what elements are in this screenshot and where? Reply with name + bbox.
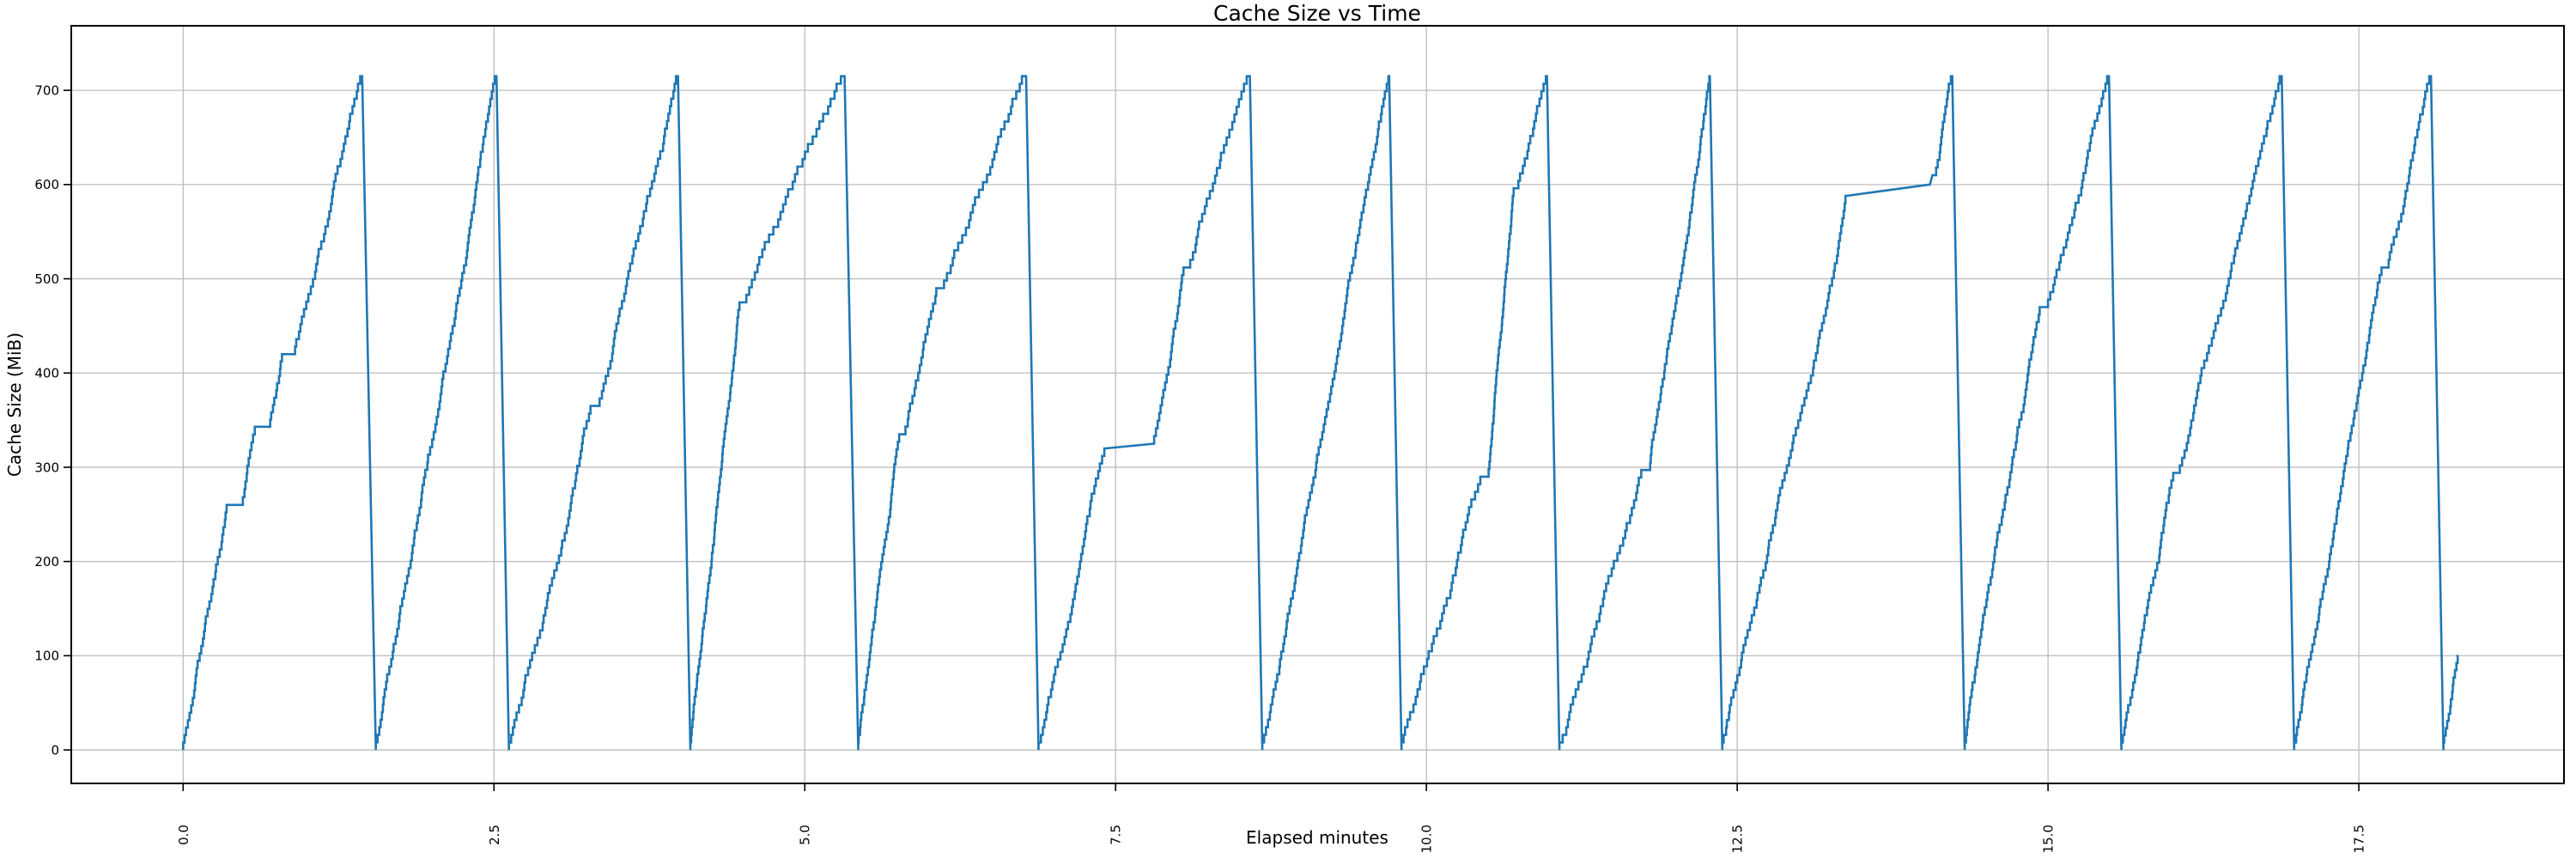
y-tick-label: 600 bbox=[34, 177, 59, 192]
x-tick-label: 7.5 bbox=[1109, 825, 1124, 845]
y-tick-label: 700 bbox=[34, 82, 59, 98]
x-tick-label: 12.5 bbox=[1730, 825, 1746, 853]
plot-background bbox=[71, 26, 2564, 783]
x-tick-label: 5.0 bbox=[798, 825, 813, 845]
y-axis-label: Cache Size (MiB) bbox=[4, 332, 25, 477]
y-tick-labels: 0 100 200 300 400 500 600 700 bbox=[34, 82, 59, 758]
x-tick-label: 0.0 bbox=[176, 825, 191, 845]
x-tick-label: 10.0 bbox=[1419, 825, 1435, 853]
series-group bbox=[182, 75, 2459, 751]
plot-border bbox=[70, 25, 2565, 784]
x-axis-label: Elapsed minutes bbox=[1246, 827, 1388, 848]
y-tick-label: 200 bbox=[34, 554, 59, 570]
x-tick-label: 15.0 bbox=[2041, 825, 2057, 853]
axis-tick-marks bbox=[64, 89, 2360, 791]
y-tick-label: 100 bbox=[34, 649, 59, 664]
y-tick-label: 300 bbox=[34, 460, 59, 475]
y-tick-label: 400 bbox=[34, 366, 59, 381]
cache-size-line bbox=[182, 75, 2459, 751]
x-tick-label: 17.5 bbox=[2352, 825, 2367, 853]
x-tick-labels: 0.0 2.5 5.0 7.5 10.0 12.5 15.0 17.5 bbox=[176, 825, 2367, 853]
x-tick-label: 2.5 bbox=[487, 825, 502, 845]
y-tick-label: 0 bbox=[51, 742, 59, 758]
y-tick-label: 500 bbox=[34, 271, 59, 287]
chart-title: Cache Size vs Time bbox=[1213, 1, 1421, 26]
